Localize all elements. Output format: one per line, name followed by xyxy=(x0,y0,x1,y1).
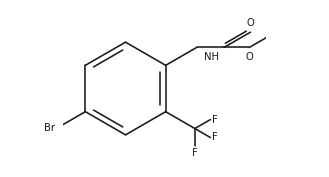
Text: O: O xyxy=(247,18,254,28)
Text: O: O xyxy=(245,52,253,62)
Text: Br: Br xyxy=(43,123,55,133)
Text: F: F xyxy=(213,133,218,142)
Text: F: F xyxy=(213,115,218,125)
Text: NH: NH xyxy=(204,52,219,62)
Text: F: F xyxy=(192,147,198,158)
